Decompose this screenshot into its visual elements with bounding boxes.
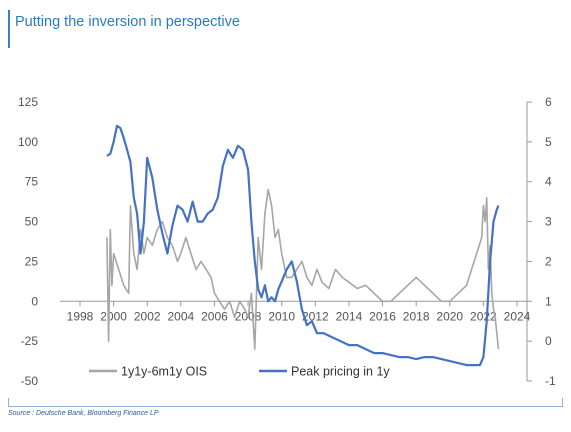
y-left-tick-label: 100 bbox=[18, 135, 38, 149]
series-line-ois bbox=[106, 188, 500, 350]
title-accent-bar bbox=[8, 10, 10, 48]
x-tick-label: 2024 bbox=[504, 309, 531, 323]
legend-label: Peak pricing in 1y bbox=[291, 365, 390, 379]
y-left-tick-label: 25 bbox=[25, 254, 39, 268]
series-line-peak-pricing bbox=[106, 124, 500, 367]
x-tick-label: 2006 bbox=[201, 309, 228, 323]
y-right-tick-label: 4 bbox=[545, 175, 552, 189]
x-tick-label: 2002 bbox=[134, 309, 161, 323]
y-right-tick-label: 6 bbox=[545, 95, 552, 109]
x-tick-label: 2004 bbox=[167, 309, 194, 323]
footer-right-tick bbox=[562, 398, 563, 407]
y-right-tick-label: -1 bbox=[545, 374, 556, 388]
y-right-tick-label: 2 bbox=[545, 254, 552, 268]
y-left-tick-label: 75 bbox=[25, 175, 39, 189]
legend-label: 1y1y-6m1y OIS bbox=[121, 365, 207, 379]
y-right-tick-label: 3 bbox=[545, 215, 552, 229]
x-tick-label: 1998 bbox=[67, 309, 94, 323]
x-tick-label: 2000 bbox=[100, 309, 127, 323]
y-right-tick-label: 5 bbox=[545, 135, 552, 149]
x-tick-label: 2020 bbox=[436, 309, 463, 323]
x-tick-label: 2018 bbox=[403, 309, 430, 323]
x-tick-label: 2016 bbox=[369, 309, 396, 323]
footer-left-tick bbox=[8, 398, 9, 407]
page-title: Putting the inversion in perspective bbox=[15, 14, 240, 30]
source-note: Source : Deutsche Bank, Bloomberg Financ… bbox=[8, 410, 159, 417]
y-right-tick-label: 1 bbox=[545, 294, 552, 308]
x-tick-label: 2012 bbox=[302, 309, 329, 323]
y-left-tick-label: 50 bbox=[25, 215, 39, 229]
x-tick-label: 2010 bbox=[268, 309, 295, 323]
y-left-tick-label: 125 bbox=[18, 95, 38, 109]
x-tick-label: 2014 bbox=[336, 309, 363, 323]
y-left-tick-label: -50 bbox=[21, 374, 39, 388]
x-tick-label: 2022 bbox=[470, 309, 497, 323]
footer-rule bbox=[8, 406, 563, 407]
y-right-tick-label: 0 bbox=[545, 334, 552, 348]
y-left-tick-label: -25 bbox=[21, 334, 39, 348]
y-left-tick-label: 0 bbox=[31, 294, 38, 308]
